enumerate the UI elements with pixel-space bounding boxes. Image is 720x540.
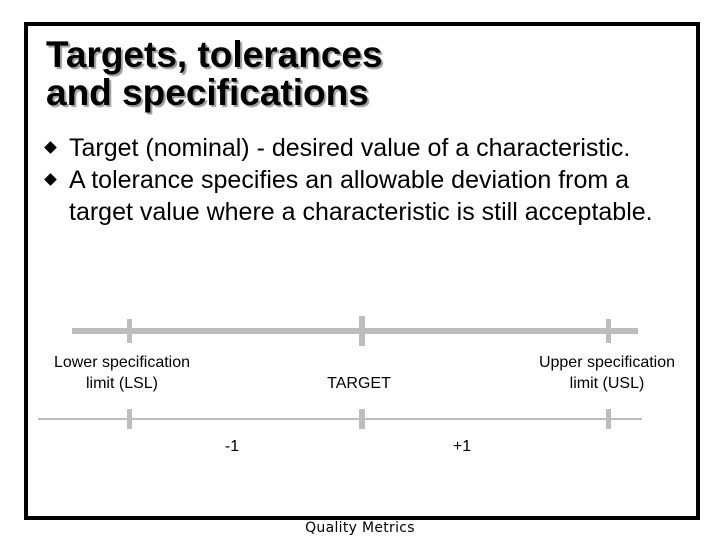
tick-usl-lower	[606, 409, 611, 429]
diamond-bullet-icon	[44, 173, 57, 186]
tick-usl-upper	[606, 319, 611, 343]
bullet-item-target: Target (nominal) - desired value of a ch…	[42, 132, 682, 164]
tick-lsl-upper	[127, 319, 132, 343]
lsl-label-line-2: limit (LSL)	[85, 375, 158, 392]
slide-title: Targets, tolerances and specifications	[46, 36, 383, 112]
diamond-bullet-icon	[44, 141, 57, 154]
bullet-text-target: Target (nominal) - desired value of a ch…	[69, 134, 631, 162]
usl-label: Upper specification limit (USL)	[518, 352, 696, 394]
lsl-label-line-1: Lower specification	[53, 354, 191, 371]
lsl-label: Lower specification limit (LSL)	[34, 352, 210, 394]
minus-one-label: -1	[224, 438, 240, 455]
tolerance-line-lower	[38, 418, 642, 420]
tick-target-lower	[359, 409, 365, 429]
target-label: TARGET	[327, 375, 391, 392]
spec-line-upper	[72, 328, 638, 334]
footer-label: Quality Metrics	[305, 520, 415, 536]
tick-lsl-lower	[127, 409, 132, 429]
bullet-item-tolerance: A tolerance specifies an allowable devia…	[42, 164, 682, 228]
plus-one-label: +1	[452, 438, 472, 455]
usl-label-line-2: limit (USL)	[569, 375, 645, 392]
slide-title-line-2: and specifications	[46, 72, 369, 113]
bullet-text-tolerance: A tolerance specifies an allowable devia…	[69, 166, 653, 226]
slide-title-line-1: Targets, tolerances	[46, 34, 383, 75]
tolerance-diagram: Lower specification limit (LSL) TARGET U…	[28, 316, 696, 516]
bullet-list: Target (nominal) - desired value of a ch…	[42, 132, 682, 228]
slide-frame: Targets, tolerances and specifications T…	[24, 22, 700, 520]
tick-target-upper	[359, 316, 365, 346]
usl-label-line-1: Upper specification	[538, 354, 676, 371]
